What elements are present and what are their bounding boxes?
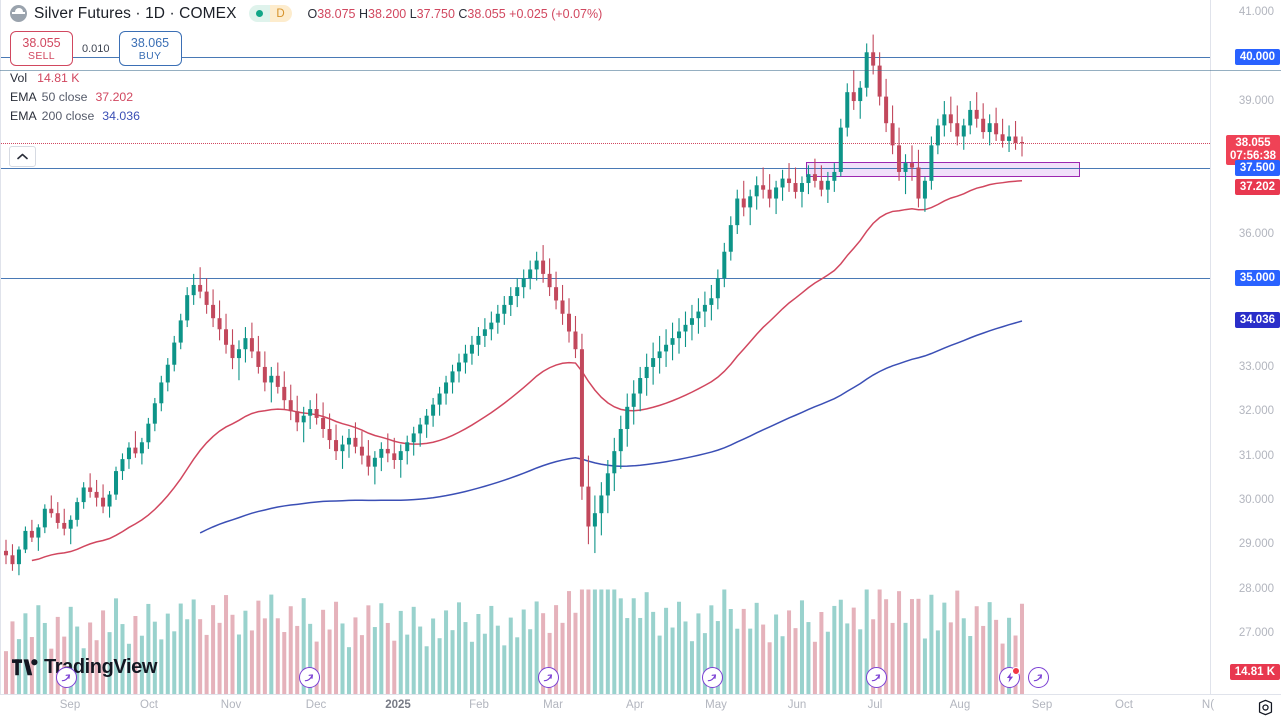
arrow-right-icon <box>304 674 314 682</box>
order-buttons-row: 38.055 SELL 0.010 38.065 BUY <box>0 31 700 66</box>
time-tick-Apr: Apr <box>626 699 644 711</box>
event-marker-arrow[interactable] <box>866 667 887 688</box>
arrow-right-icon <box>871 674 881 682</box>
price-axis[interactable]: 41.000 39.000 36.000 33.000 32.000 31.000 30.0… <box>1210 0 1281 694</box>
price-tag-34.036[interactable]: 34.036 <box>1234 312 1280 329</box>
price-tag-35.000[interactable]: 35.000 <box>1234 270 1280 287</box>
supply-zone[interactable] <box>806 162 1080 178</box>
event-marker-arrow[interactable] <box>299 667 320 688</box>
time-tick-Jun: Jun <box>787 699 807 711</box>
time-tick-Sep: Sep <box>1031 699 1053 711</box>
price-tag-countdown: 07:56:38 <box>1229 149 1276 162</box>
price-line-35.000[interactable] <box>0 278 1210 280</box>
arrow-right-icon <box>543 674 553 682</box>
event-marker-arrow[interactable] <box>1028 667 1049 688</box>
price-tick-30.000: 30.000 <box>1238 493 1274 506</box>
chevron-up-icon <box>17 153 28 160</box>
event-marker-arrow[interactable] <box>702 667 723 688</box>
time-tick-Nov: Nov <box>220 699 242 711</box>
time-axis[interactable]: Sep Oct Nov Dec 2025 Feb Mar Apr May Jun Jul Aug Sep… <box>0 694 1281 721</box>
event-marker-earnings[interactable] <box>999 667 1020 688</box>
price-tag-value: 35.000 <box>1239 272 1275 285</box>
price-tag-value: 38.055 <box>1235 136 1271 149</box>
sell-label: SELL <box>28 49 55 62</box>
price-tag-value: 34.036 <box>1239 314 1275 327</box>
time-tick-2025: 2025 <box>385 699 411 711</box>
sell-price: 38.055 <box>22 35 61 50</box>
earnings-lightning-icon <box>1006 672 1013 683</box>
event-marker-arrow[interactable] <box>56 667 77 688</box>
arrow-right-icon <box>1033 674 1043 682</box>
time-tick-Feb: Feb <box>469 699 489 711</box>
legend-separator-top <box>0 70 1281 71</box>
time-tick-Oct: Oct <box>140 699 158 711</box>
price-line-38.055[interactable] <box>0 142 1210 144</box>
volume-histogram <box>3 589 1024 694</box>
price-tag-value: 37.500 <box>1239 161 1275 174</box>
price-tick-32.000: 32.000 <box>1238 405 1274 418</box>
price-tag-14.81K[interactable]: 14.81 K <box>1229 664 1280 680</box>
price-line-40.000[interactable] <box>0 56 1210 58</box>
pane-left-border <box>0 0 1 694</box>
event-marker-arrow[interactable] <box>538 667 559 688</box>
time-tick-May: May <box>705 699 727 711</box>
time-tick-Sep: Sep <box>59 699 81 711</box>
price-tag-value: 14.81 K <box>1234 666 1275 678</box>
price-tick-36.000: 36.000 <box>1238 227 1274 240</box>
chart-pane[interactable]: TradingView <box>0 0 1210 694</box>
price-tag-value: 40.000 <box>1239 50 1275 63</box>
price-tick-39.000: 39.000 <box>1238 95 1274 108</box>
price-tag-37.500[interactable]: 37.500 <box>1234 159 1280 176</box>
axis-settings-gear-icon[interactable] <box>1257 699 1274 716</box>
price-line-37.500[interactable] <box>0 167 1210 169</box>
sell-button[interactable]: 38.055 SELL <box>10 31 73 66</box>
buy-price: 38.065 <box>130 35 170 50</box>
spread-value: 0.010 <box>82 42 110 55</box>
ema-lines <box>31 179 1023 562</box>
price-tick-27.000: 27.000 <box>1238 626 1274 639</box>
price-tick-41.000: 41.000 <box>1238 6 1274 19</box>
collapse-legend-button[interactable] <box>9 146 36 167</box>
price-tag-value: 37.202 <box>1239 180 1275 193</box>
buy-button[interactable]: 38.065 BUY <box>118 31 182 66</box>
buy-label: BUY <box>138 49 162 62</box>
price-tick-33.000: 33.000 <box>1238 360 1274 373</box>
time-tick-Oct: Oct <box>1115 699 1133 711</box>
price-tick-29.000: 29.000 <box>1238 538 1274 551</box>
price-tick-28.000: 28.000 <box>1238 582 1274 595</box>
candlestick-series <box>3 34 1024 576</box>
arrow-right-icon <box>707 674 717 682</box>
arrow-right-icon <box>61 674 71 682</box>
time-tick-N: N( <box>1201 699 1215 711</box>
time-tick-Mar: Mar <box>543 699 563 711</box>
price-tag-40.000[interactable]: 40.000 <box>1234 48 1280 65</box>
time-tick-Aug: Aug <box>949 699 971 711</box>
time-tick-Dec: Dec <box>305 699 327 711</box>
time-tick-Jul: Jul <box>867 699 883 711</box>
price-tick-31.000: 31.000 <box>1238 449 1274 462</box>
price-tag-37.202[interactable]: 37.202 <box>1234 178 1280 195</box>
